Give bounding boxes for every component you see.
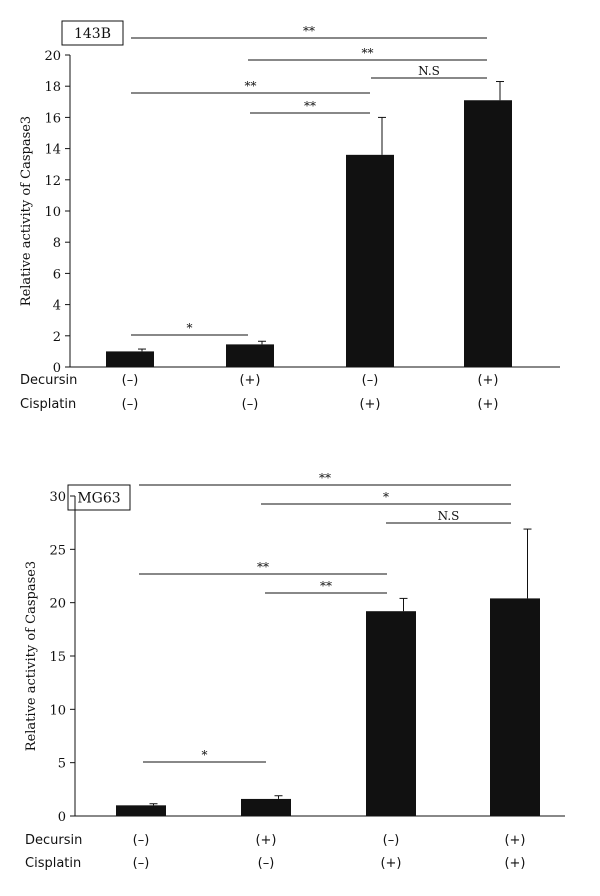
y-tick-label: 2 xyxy=(53,330,61,345)
y-axis-title: Relative activity of Caspase3 xyxy=(24,561,39,751)
y-tick-label: 14 xyxy=(44,143,61,158)
condition-value: (–) xyxy=(133,833,150,848)
y-tick-label: 12 xyxy=(44,174,61,189)
significance-label: * xyxy=(383,490,389,504)
bar xyxy=(464,100,512,368)
y-tick-label: 15 xyxy=(49,650,66,665)
condition-value: (+) xyxy=(255,833,276,848)
significance-label: ** xyxy=(303,24,315,38)
panel-label: MG63 xyxy=(77,491,120,507)
condition-name: Cisplatin xyxy=(20,397,76,412)
condition-value: (+) xyxy=(359,397,380,412)
condition-value: (–) xyxy=(122,397,139,412)
condition-name: Cisplatin xyxy=(25,856,81,871)
panel-143b: 143B 0 2 4 6 8 10 12 14 16 18 20 Relative activity o… xyxy=(19,20,560,412)
condition-value: (–) xyxy=(383,833,400,848)
y-tick-label: 8 xyxy=(53,236,61,251)
bar xyxy=(490,598,540,816)
y-tick-label: 6 xyxy=(53,267,61,282)
condition-value: (–) xyxy=(362,373,379,388)
significance-label: ** xyxy=(362,46,374,60)
significance-label: ** xyxy=(304,99,316,113)
bar xyxy=(241,798,291,816)
condition-value: (+) xyxy=(380,856,401,871)
significance-label: ** xyxy=(320,579,332,593)
y-tick-label: 30 xyxy=(49,490,66,505)
bar xyxy=(226,344,274,367)
significance-label: * xyxy=(187,321,193,335)
condition-value: (+) xyxy=(477,397,498,412)
panel-mg63: MG63 0 5 10 15 20 25 30 Relative activity of Cas… xyxy=(24,471,565,871)
significance-label: N.S xyxy=(418,64,440,78)
panel-label: 143B xyxy=(74,26,111,42)
significance-label: N.S xyxy=(438,509,460,523)
condition-value: (–) xyxy=(242,397,259,412)
y-tick-label: 25 xyxy=(49,543,66,558)
bar xyxy=(346,154,394,367)
panel-label-box xyxy=(61,20,124,46)
significance-label: ** xyxy=(257,560,269,574)
condition-value: (–) xyxy=(258,856,275,871)
significance-label: * xyxy=(202,748,208,762)
condition-value: (+) xyxy=(504,833,525,848)
y-tick-label: 0 xyxy=(58,810,66,825)
condition-name: Decursin xyxy=(25,833,82,848)
y-axis-title: Relative activity of Caspase3 xyxy=(19,116,34,306)
y-tick-label: 5 xyxy=(58,757,66,772)
significance-label: ** xyxy=(319,471,331,485)
y-tick-label: 0 xyxy=(53,361,61,376)
bar xyxy=(106,351,154,367)
condition-value: (+) xyxy=(239,373,260,388)
y-tick-label: 10 xyxy=(49,703,66,718)
condition-name: Decursin xyxy=(20,373,77,388)
condition-value: (–) xyxy=(122,373,139,388)
y-tick-label: 4 xyxy=(53,299,61,314)
y-tick-label: 16 xyxy=(44,111,61,126)
significance-label: ** xyxy=(245,79,257,93)
y-tick-label: 18 xyxy=(44,80,61,95)
condition-value: (+) xyxy=(504,856,525,871)
bar xyxy=(366,611,416,816)
y-tick-label: 20 xyxy=(44,49,61,64)
y-tick-label: 20 xyxy=(49,597,66,612)
bar xyxy=(116,805,166,816)
condition-value: (–) xyxy=(133,856,150,871)
condition-value: (+) xyxy=(477,373,498,388)
y-tick-label: 10 xyxy=(44,205,61,220)
panel-label-box xyxy=(67,484,131,511)
